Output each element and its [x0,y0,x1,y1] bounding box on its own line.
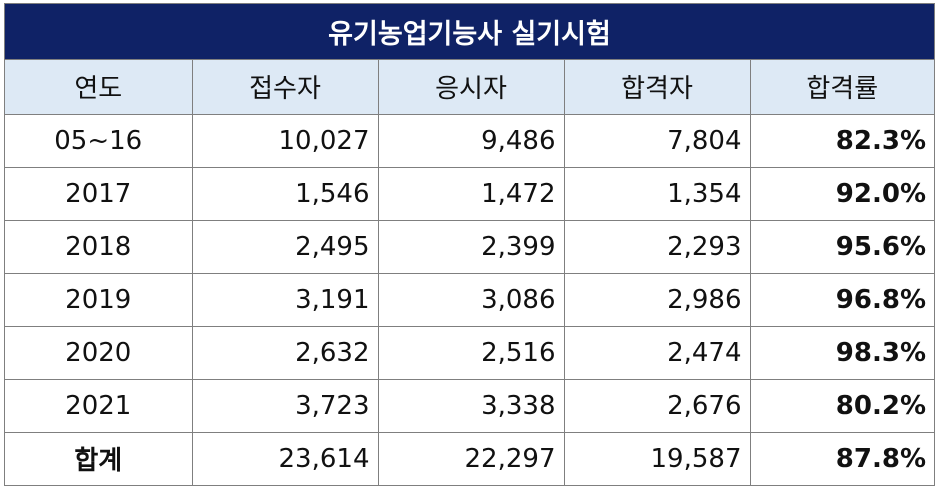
passed-cell: 2,293 [563,219,751,274]
pass-rate-cell: 82.3% [749,113,934,168]
passed-cell: 7,804 [563,113,751,168]
applicants-cell: 10,027 [191,113,379,168]
pass-rate-cell: 80.2% [749,378,934,433]
year-cell: 05~16 [5,113,193,168]
passed-cell: 2,474 [563,325,751,380]
passed-cell: 2,676 [563,378,751,433]
year-cell: 2020 [5,325,193,380]
examinees-cell: 3,338 [377,378,565,433]
header-applicants: 접수자 [191,60,379,115]
pass-rate-cell: 92.0% [749,166,934,221]
total-applicants: 23,614 [191,431,379,485]
passed-cell: 2,986 [563,272,751,327]
applicants-cell: 3,723 [191,378,379,433]
total-row: 합계 23,614 22,297 19,587 87.8% [5,431,934,485]
pass-rate-cell: 98.3% [749,325,934,380]
year-cell: 2019 [5,272,193,327]
examinees-cell: 3,086 [377,272,565,327]
table-row: 2021 3,723 3,338 2,676 80.2% [5,378,934,433]
table-row: 2019 3,191 3,086 2,986 96.8% [5,272,934,327]
total-examinees: 22,297 [377,431,565,485]
year-cell: 2021 [5,378,193,433]
applicants-cell: 2,495 [191,219,379,274]
passed-cell: 1,354 [563,166,751,221]
header-row: 연도 접수자 응시자 합격자 합격률 [5,60,934,115]
applicants-cell: 2,632 [191,325,379,380]
total-passed: 19,587 [563,431,751,485]
pass-rate-cell: 96.8% [749,272,934,327]
total-label: 합계 [5,431,193,485]
table-row: 2017 1,546 1,472 1,354 92.0% [5,166,934,221]
header-examinees: 응시자 [377,60,565,115]
exam-stats-table: 연도 접수자 응시자 합격자 합격률 05~16 10,027 9,486 7,… [5,60,934,485]
total-pass-rate: 87.8% [749,431,934,485]
table-row: 2020 2,632 2,516 2,474 98.3% [5,325,934,380]
year-cell: 2017 [5,166,193,221]
pass-rate-cell: 95.6% [749,219,934,274]
examinees-cell: 9,486 [377,113,565,168]
header-year: 연도 [5,60,193,115]
examinees-cell: 2,516 [377,325,565,380]
exam-stats-sheet: 유기농업기능사 실기시험 연도 접수자 응시자 합격자 합격률 05~16 10… [4,3,935,486]
table-row: 2018 2,495 2,399 2,293 95.6% [5,219,934,274]
applicants-cell: 3,191 [191,272,379,327]
examinees-cell: 2,399 [377,219,565,274]
examinees-cell: 1,472 [377,166,565,221]
applicants-cell: 1,546 [191,166,379,221]
table-title: 유기농업기능사 실기시험 [5,4,934,60]
header-pass-rate: 합격률 [749,60,934,115]
header-passed: 합격자 [563,60,751,115]
year-cell: 2018 [5,219,193,274]
table-row: 05~16 10,027 9,486 7,804 82.3% [5,113,934,168]
